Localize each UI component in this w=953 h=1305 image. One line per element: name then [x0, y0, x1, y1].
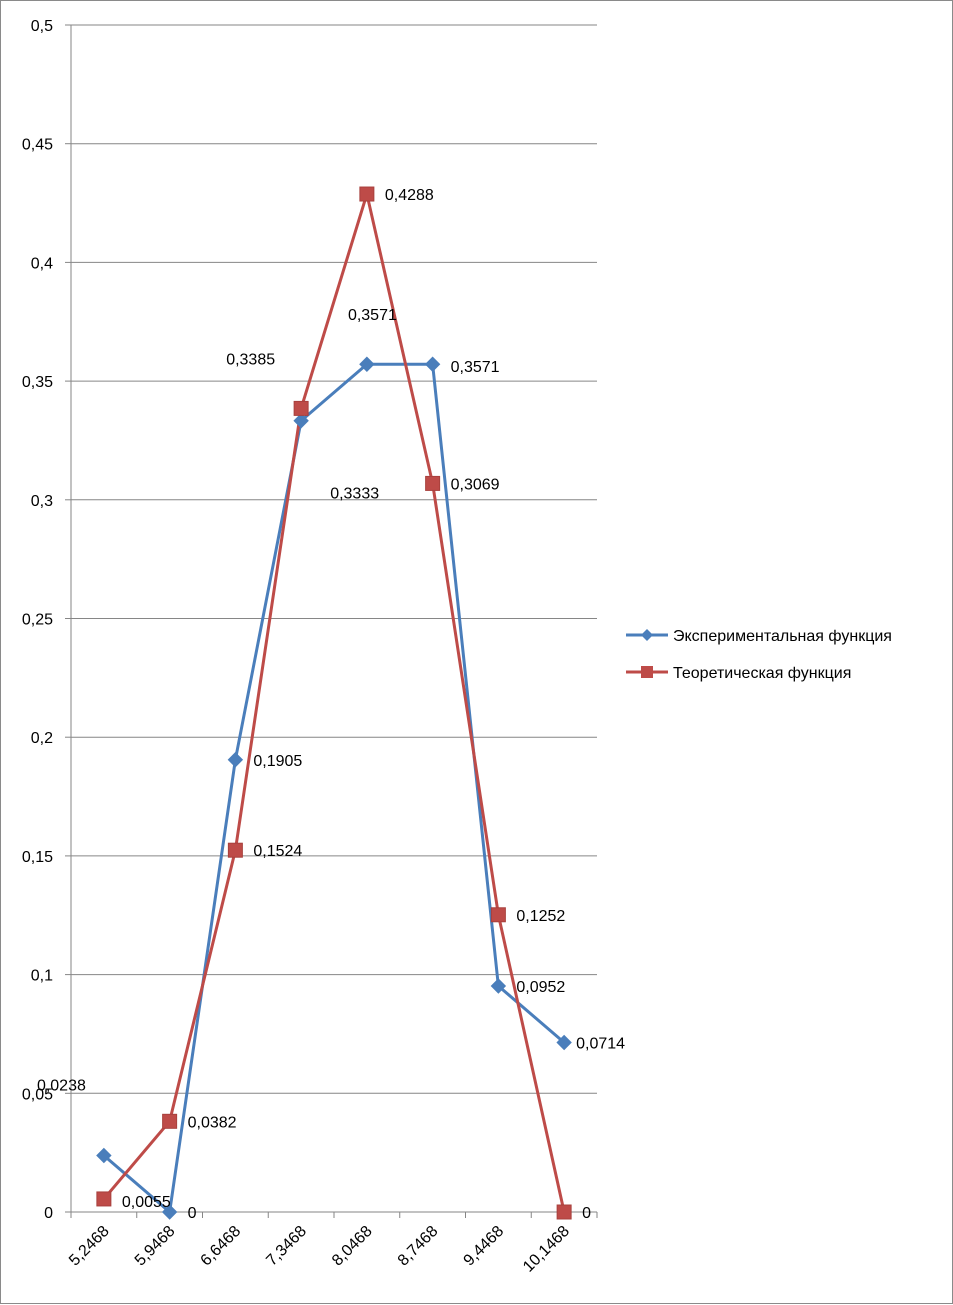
- legend-marker: [641, 629, 653, 641]
- y-tick-label: 0,15: [22, 849, 53, 866]
- y-tick-label: 0: [44, 1205, 53, 1222]
- y-tick-label: 0,45: [22, 137, 53, 154]
- data-point: [425, 475, 441, 491]
- data-label: 0,1252: [516, 908, 565, 925]
- data-point: [556, 1034, 572, 1051]
- data-label: 0,1524: [253, 843, 302, 860]
- data-point: [293, 400, 309, 416]
- data-label: 0,3571: [348, 307, 397, 324]
- y-tick-label: 0,2: [31, 730, 53, 747]
- data-point: [359, 186, 375, 202]
- data-point: [556, 1204, 572, 1220]
- data-point: [359, 356, 375, 372]
- data-point: [490, 907, 506, 923]
- y-tick-label: 0,35: [22, 374, 53, 391]
- x-tick-label: 6,6468: [198, 1223, 245, 1270]
- y-tick-label: 0,3: [31, 493, 53, 510]
- data-label: 0,4288: [385, 187, 434, 204]
- data-label: 0,0714: [576, 1035, 625, 1052]
- data-point: [293, 413, 309, 429]
- x-tick-label: 10,1468: [520, 1223, 573, 1276]
- data-point: [162, 1113, 178, 1129]
- y-tick-label: 0,05: [22, 1086, 53, 1103]
- data-point: [490, 978, 507, 994]
- series-line: [102, 192, 566, 1213]
- x-tick-label: 9,4468: [461, 1223, 508, 1270]
- y-tick-label: 0,4: [31, 255, 53, 272]
- legend-label: Экспериментальная функция: [673, 628, 892, 645]
- data-label: 0,0382: [188, 1114, 237, 1131]
- data-label: 0,3571: [451, 359, 500, 376]
- data-point: [227, 752, 244, 768]
- x-tick-label: 5,2468: [66, 1223, 113, 1270]
- y-axis-ticks: 0 0,05 0,1 0,15 0,2 0,25 0,3 0,35 0,4 0,45 0,5: [22, 18, 71, 1222]
- series-group: [96, 186, 572, 1220]
- x-tick-label: 5,9468: [132, 1223, 179, 1270]
- legend-marker: [641, 666, 653, 678]
- data-label: 0,1905: [253, 753, 302, 770]
- data-point: [424, 356, 441, 372]
- data-label: 0,0952: [516, 979, 565, 996]
- legend: Экспериментальная функция Теоретическая ф…: [626, 628, 892, 682]
- data-label: 0,3385: [226, 351, 275, 368]
- data-labels: 0,0238 0 0,1905 0,3333 0,3571 0,3571 0,0952 0,0…: [37, 187, 625, 1222]
- data-label: 0: [188, 1205, 197, 1222]
- x-tick-label: 8,0468: [329, 1223, 376, 1270]
- data-point: [96, 1191, 112, 1207]
- series-line: [102, 362, 566, 1214]
- y-tick-label: 0,5: [31, 18, 53, 35]
- data-point: [96, 1147, 112, 1164]
- data-point: [227, 842, 243, 858]
- data-label: 0,3333: [330, 486, 379, 503]
- legend-label: Теоретическая функция: [673, 665, 851, 682]
- x-tick-label: 7,3468: [263, 1223, 310, 1270]
- data-label: 0,3069: [451, 476, 500, 493]
- gridlines: [71, 24, 597, 1094]
- data-point: [161, 1204, 178, 1220]
- data-label: 0: [582, 1205, 591, 1222]
- x-tick-label: 8,7468: [395, 1223, 442, 1270]
- data-label: 0,0055: [122, 1194, 171, 1211]
- y-tick-label: 0,25: [22, 612, 53, 629]
- x-axis-ticks: 5,2468 5,9468 6,6468 7,3468 8,0468 8,7468 9,44…: [66, 1212, 598, 1276]
- data-label: 0,0238: [37, 1077, 86, 1094]
- y-tick-label: 0,1: [31, 968, 53, 985]
